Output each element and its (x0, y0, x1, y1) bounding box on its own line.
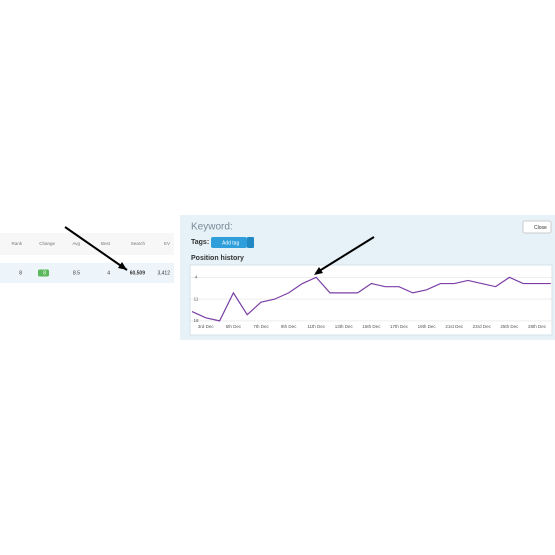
arrow-head (118, 262, 127, 270)
column-header: Best (101, 241, 111, 246)
x-tick-label: 9th Dec (281, 324, 297, 329)
column-header: Change (39, 241, 55, 246)
tags-label: Tags: (191, 239, 209, 246)
table-cell: 8 (19, 270, 22, 276)
table-row-bg (0, 263, 174, 283)
add-tag-label[interactable]: Add tag (222, 240, 239, 246)
table-header-bg (0, 233, 174, 255)
position-line (191, 276, 551, 322)
chart-box (189, 264, 553, 336)
annotation-arrow (315, 236, 375, 274)
x-tick-label: 13th Dec (335, 324, 354, 329)
x-tick-label: 25th Dec (500, 324, 519, 329)
column-header: Rank (11, 241, 22, 246)
x-tick-label: 23rd Dec (473, 324, 492, 329)
x-tick-label: 5th Dec (226, 324, 242, 329)
table-cell: 3,412 (157, 270, 170, 276)
x-tick-label: 7th Dec (253, 324, 269, 329)
close-button[interactable] (522, 220, 552, 234)
x-tick-label: 21st Dec (445, 324, 464, 329)
table-cell: 8.5 (73, 270, 80, 276)
x-tick-label: 11th Dec (307, 324, 325, 329)
x-tick-label: 17th Dec (390, 324, 409, 329)
x-tick-label: 3rd Dec (198, 324, 215, 329)
panel-title: Keyword: (191, 222, 233, 233)
arrow-head (314, 267, 323, 275)
column-header: EV (164, 241, 170, 246)
table-cell: 60,509 (130, 270, 146, 276)
x-tick-label: 15th Dec (362, 324, 381, 329)
change-badge (38, 269, 49, 277)
y-tick-label: 11 (194, 296, 199, 301)
annotation-arrow (64, 226, 128, 271)
x-tick-label: 28th Dec (528, 324, 547, 329)
add-tag-button[interactable] (211, 237, 247, 248)
tag-dropdown[interactable] (247, 237, 254, 248)
chart-title: Position history (191, 255, 244, 262)
table-cell: 8 (43, 270, 46, 276)
column-header: Search (131, 241, 146, 246)
x-tick-label: 19th Dec (418, 324, 437, 329)
y-tick-label: 18 (193, 318, 199, 323)
y-tick-label: 4 (195, 275, 198, 280)
column-header: Avg (72, 241, 80, 246)
table-cell: 4 (107, 270, 110, 276)
close-label[interactable]: Close (534, 225, 547, 231)
